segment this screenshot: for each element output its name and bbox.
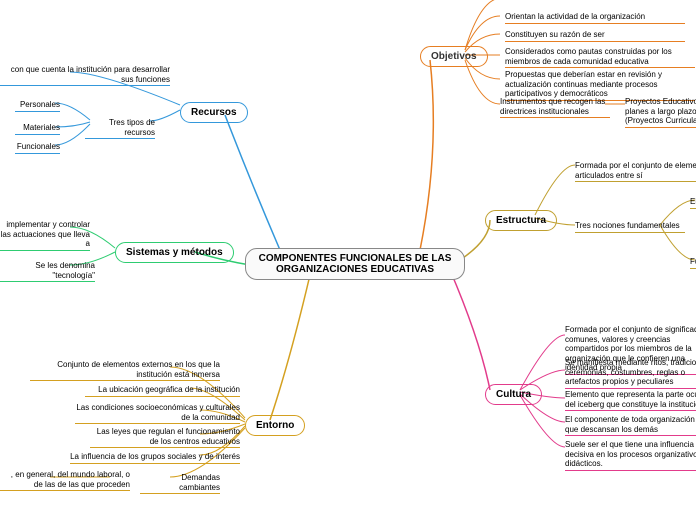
leaf-entorno-5: , en general, del mundo laboral, o de la… [0,470,130,491]
leaf-estructura-3: Funciones [690,257,696,269]
leaf-entorno-0: Conjunto de elementos externos en los qu… [30,360,220,381]
leaf-entorno-2: Las condiciones socioeconómicas y cultur… [75,403,240,424]
branch-recursos: Recursos [180,102,248,123]
leaf-cultura-3: El componente de toda organización en el… [565,415,696,436]
leaf-estructura-2: Elementos [690,197,696,209]
leaf-objetivos-2: Constituyen su razón de ser [505,30,685,42]
leaf-entorno-6: Demandas cambiantes [140,473,220,494]
leaf-objetivos-5: Instrumentos que recogen las directrices… [500,97,610,118]
leaf-sistemas-1: Se les denomina "tecnología" [0,261,95,282]
leaf-cultura-1: Se manifiesta mediante ritos, tradicione… [565,358,696,389]
leaf-estructura-1: Tres nociones fundamentales [575,221,685,233]
leaf-recursos-2: Funcionales [15,142,60,154]
leaf-objetivos-1: Orientan la actividad de la organización [505,12,685,24]
leaf-entorno-3: Las leyes que regulan el funcionamiento … [90,427,240,448]
branch-objetivos: Objetivos [420,46,488,67]
leaf-cultura-2: Elemento que representa la parte oculta … [565,390,696,411]
leaf-cultura-4: Suele ser el que tiene una influencia má… [565,440,696,471]
branch-estructura: Estructura [485,210,557,231]
leaf-entorno-4: La influencia de los grupos sociales y d… [70,452,240,464]
leaf-entorno-1: La ubicación geográfica de la institució… [85,385,240,397]
branch-cultura: Cultura [485,384,542,405]
leaf-recursos-1: Materiales [15,123,60,135]
leaf-sistemas-0: implementar y controlar las actuaciones … [0,220,90,251]
center-node: COMPONENTES FUNCIONALES DE LAS ORGANIZAC… [245,248,465,280]
branch-entorno: Entorno [245,415,305,436]
leaf-recursos-sub: Tres tipos de recursos [85,118,155,139]
branch-sistemas: Sistemas y métodos [115,242,234,263]
leaf-recursos-intro: con que cuenta la institución para desar… [0,65,170,86]
leaf-objetivos-3: Considerados como pautas construidas por… [505,47,695,68]
leaf-recursos-0: Personales [15,100,60,112]
leaf-objetivos-6: Proyectos Educativos, planes a largo pla… [625,97,696,128]
leaf-estructura-0: Formada por el conjunto de elementos, ar… [575,161,696,182]
